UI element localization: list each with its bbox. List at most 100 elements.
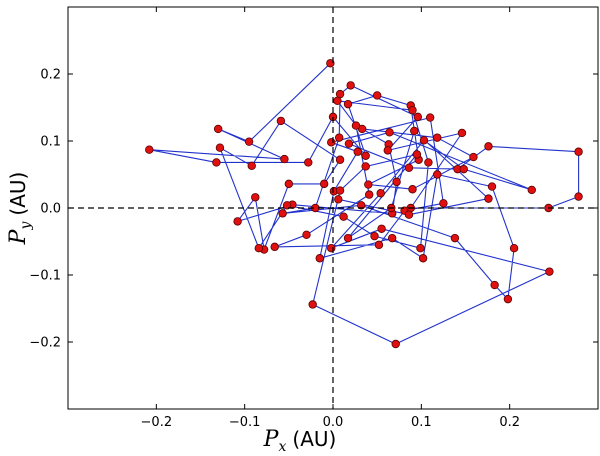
data-point bbox=[385, 128, 394, 137]
data-point bbox=[213, 124, 223, 134]
data-point bbox=[364, 180, 373, 189]
data-point bbox=[351, 121, 361, 130]
y-tick-label: 0.1 bbox=[40, 135, 61, 150]
data-point bbox=[339, 212, 348, 221]
data-point bbox=[503, 294, 513, 304]
data-point bbox=[545, 267, 554, 276]
data-point bbox=[424, 158, 433, 167]
y-tick-label: −0.2 bbox=[29, 336, 61, 351]
data-point bbox=[376, 189, 385, 198]
data-point bbox=[527, 185, 536, 195]
y-tick-label: 0.2 bbox=[40, 68, 61, 83]
data-point bbox=[404, 163, 414, 172]
data-point bbox=[344, 139, 354, 148]
x-axis-label-subscript: x bbox=[278, 439, 286, 455]
data-point bbox=[251, 193, 260, 202]
data-point bbox=[327, 243, 336, 253]
data-point bbox=[326, 59, 335, 68]
data-point bbox=[392, 177, 401, 187]
data-point bbox=[404, 210, 414, 219]
data-point bbox=[433, 170, 442, 179]
data-point bbox=[335, 186, 345, 195]
data-point bbox=[365, 190, 374, 199]
data-point bbox=[361, 162, 370, 171]
data-point bbox=[408, 105, 417, 115]
data-point bbox=[469, 152, 478, 162]
x-axis-label-symbol: P bbox=[263, 427, 280, 452]
data-point bbox=[346, 81, 355, 90]
data-point bbox=[315, 254, 324, 263]
data-point bbox=[410, 126, 419, 136]
data-point bbox=[343, 99, 353, 109]
data-point bbox=[357, 201, 366, 210]
x-tick-label: 0.2 bbox=[499, 415, 520, 430]
data-point bbox=[327, 138, 336, 147]
data-point bbox=[490, 280, 499, 290]
data-point bbox=[244, 137, 254, 146]
axes-layer: −0.2 −0.1 0.0 0.1 0.2 −0.2 −0.1 0.0 0.1 0.2 bbox=[29, 6, 599, 430]
data-point bbox=[304, 158, 313, 167]
data-point bbox=[484, 142, 493, 151]
data-point bbox=[425, 113, 435, 122]
data-point bbox=[335, 89, 345, 99]
data-point bbox=[509, 243, 519, 253]
data-point bbox=[408, 185, 417, 194]
y-axis-label-symbol: P bbox=[6, 228, 31, 245]
y-axis-label-subscript: y bbox=[18, 221, 34, 231]
data-point bbox=[284, 179, 294, 189]
x-tick-label: −0.1 bbox=[229, 415, 261, 430]
x-tick-label: 0.1 bbox=[411, 415, 432, 430]
y-tick-label: −0.1 bbox=[29, 269, 61, 284]
data-point bbox=[319, 179, 329, 189]
data-point bbox=[418, 254, 428, 263]
markers-layer bbox=[145, 59, 583, 349]
data-point bbox=[335, 155, 345, 164]
data-point bbox=[377, 224, 386, 233]
x-tick-label: −0.2 bbox=[141, 415, 173, 430]
y-axis-label: Py (AU) bbox=[6, 172, 34, 246]
data-point bbox=[574, 192, 583, 201]
data-point bbox=[374, 240, 384, 250]
data-point bbox=[370, 231, 379, 241]
data-point bbox=[433, 133, 442, 142]
data-point bbox=[574, 147, 583, 156]
x-axis-label: Px (AU) bbox=[263, 427, 337, 455]
y-axis-label-unit: (AU) bbox=[6, 172, 30, 216]
data-point bbox=[361, 151, 370, 160]
data-point bbox=[372, 91, 382, 100]
data-point bbox=[247, 161, 256, 170]
data-point bbox=[439, 199, 448, 208]
data-point bbox=[254, 243, 263, 253]
data-point bbox=[487, 182, 497, 191]
data-point bbox=[215, 143, 225, 152]
data-point bbox=[343, 233, 353, 243]
data-point bbox=[419, 136, 429, 145]
data-point bbox=[233, 217, 242, 226]
data-point bbox=[212, 158, 221, 167]
data-point bbox=[457, 128, 467, 138]
data-point bbox=[412, 150, 422, 159]
data-point bbox=[334, 133, 344, 142]
data-point bbox=[391, 339, 400, 349]
data-point bbox=[387, 233, 397, 243]
data-point bbox=[280, 154, 289, 164]
data-point bbox=[450, 233, 460, 243]
x-axis-label-unit: (AU) bbox=[292, 427, 336, 451]
data-point bbox=[282, 201, 292, 210]
data-point bbox=[383, 146, 392, 155]
x-tick-label: 0.0 bbox=[323, 415, 344, 430]
data-point bbox=[145, 145, 154, 154]
data-point bbox=[353, 147, 362, 156]
data-point bbox=[334, 195, 343, 204]
data-point bbox=[270, 242, 279, 252]
data-point bbox=[484, 194, 493, 203]
data-point bbox=[278, 209, 287, 218]
data-point bbox=[413, 112, 422, 122]
data-point bbox=[459, 164, 468, 174]
data-point bbox=[308, 300, 317, 309]
data-point bbox=[416, 243, 425, 253]
data-point bbox=[302, 230, 311, 239]
y-tick-label: 0.0 bbox=[40, 202, 61, 217]
data-point bbox=[276, 116, 286, 126]
